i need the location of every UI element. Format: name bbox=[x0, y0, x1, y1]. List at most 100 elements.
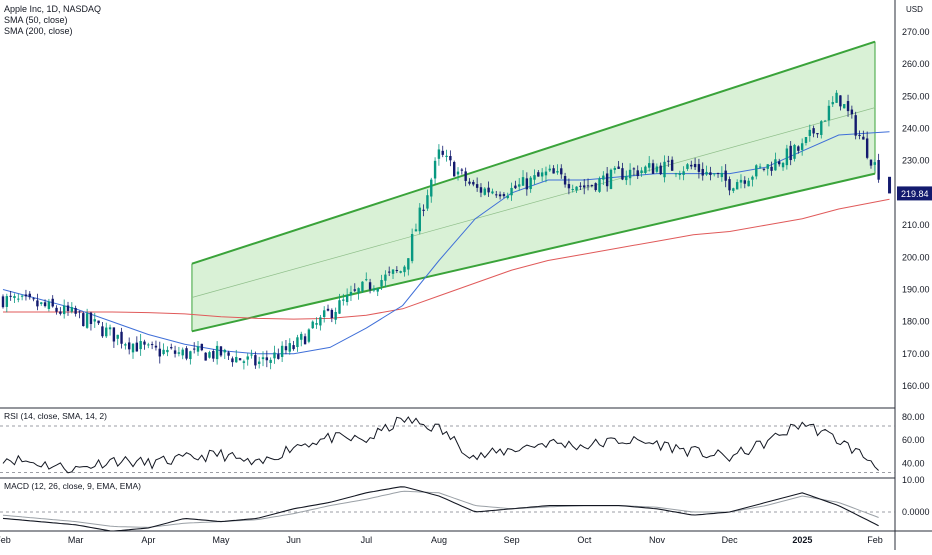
candle-body bbox=[502, 194, 506, 197]
candle-body bbox=[560, 168, 563, 175]
candle-body bbox=[583, 185, 586, 188]
price-tick-label: 240.00 bbox=[902, 124, 930, 134]
candle-body bbox=[625, 176, 628, 181]
candle-body bbox=[648, 163, 651, 168]
candle-body bbox=[865, 138, 869, 158]
candle-body bbox=[13, 296, 16, 299]
candle-body bbox=[850, 109, 854, 115]
candle-body bbox=[280, 345, 284, 357]
candle-body bbox=[518, 184, 521, 187]
candle-body bbox=[598, 178, 601, 192]
candle-body bbox=[808, 129, 812, 136]
candle-body bbox=[468, 181, 471, 184]
candle-body bbox=[166, 349, 169, 353]
candle-body bbox=[781, 162, 785, 168]
candle-body bbox=[28, 293, 31, 298]
candle-body bbox=[670, 159, 674, 171]
sma200-line bbox=[3, 198, 890, 320]
candle-body bbox=[24, 294, 28, 297]
candle-body bbox=[659, 165, 662, 175]
candle-body bbox=[147, 344, 150, 346]
candle-body bbox=[246, 356, 249, 360]
candle-body bbox=[483, 188, 486, 195]
candle-body bbox=[391, 269, 395, 274]
candle-body bbox=[460, 169, 464, 171]
candle-body bbox=[655, 166, 659, 172]
candle-body bbox=[800, 143, 804, 150]
candle-body bbox=[426, 195, 429, 209]
time-tick-label: Dec bbox=[722, 535, 739, 545]
candle-body bbox=[342, 299, 345, 301]
candle-body bbox=[131, 343, 135, 353]
candle-body bbox=[261, 357, 265, 360]
time-tick-label: Jul bbox=[361, 535, 373, 545]
rsi-tick-label: 60.00 bbox=[902, 435, 925, 445]
rsi-line bbox=[2, 416, 879, 474]
time-tick-label: Feb bbox=[867, 535, 883, 545]
candle-body bbox=[514, 185, 517, 189]
last-candle bbox=[888, 176, 892, 194]
candle-body bbox=[361, 281, 364, 292]
candle-body bbox=[269, 359, 272, 363]
candle-body bbox=[682, 171, 685, 175]
candle-body bbox=[97, 320, 100, 324]
candle-body bbox=[410, 233, 414, 262]
candle-body bbox=[705, 171, 708, 175]
candle-body bbox=[793, 144, 796, 159]
candle-body bbox=[846, 101, 850, 112]
candle-body bbox=[835, 92, 838, 103]
candle-body bbox=[590, 184, 594, 186]
candle-body bbox=[571, 189, 574, 191]
candle-body bbox=[628, 169, 632, 179]
time-tick-label: May bbox=[212, 535, 230, 545]
candle-body bbox=[839, 95, 842, 107]
candle-body bbox=[472, 181, 475, 185]
candle-body bbox=[755, 165, 758, 177]
candle-body bbox=[724, 170, 727, 181]
candle-body bbox=[804, 137, 808, 144]
candle-body bbox=[250, 354, 253, 356]
candle-body bbox=[55, 307, 58, 312]
candle-body bbox=[640, 170, 643, 173]
candle-body bbox=[456, 171, 460, 175]
candle-body bbox=[365, 279, 368, 281]
chart-title: Apple Inc, 1D, NASDAQ bbox=[4, 4, 102, 14]
price-tick-label: 160.00 bbox=[902, 381, 930, 391]
candle-body bbox=[219, 346, 223, 356]
candle-body bbox=[686, 164, 689, 169]
candle-body bbox=[762, 168, 766, 170]
candle-body bbox=[334, 311, 337, 320]
candle-body bbox=[403, 266, 406, 273]
candle-body bbox=[609, 169, 613, 189]
candle-body bbox=[177, 352, 181, 354]
candle-body bbox=[831, 102, 834, 105]
candle-body bbox=[632, 168, 636, 170]
candle-body bbox=[288, 343, 291, 352]
candle-body bbox=[135, 342, 139, 352]
candle-body bbox=[862, 136, 865, 140]
candle-body bbox=[663, 161, 666, 178]
candle-body bbox=[498, 194, 502, 197]
candle-body bbox=[40, 302, 43, 304]
candle-body bbox=[621, 168, 624, 180]
candle-body bbox=[823, 120, 827, 122]
candle-body bbox=[376, 288, 379, 292]
candle-body bbox=[414, 229, 418, 232]
candle-body bbox=[227, 352, 230, 356]
price-tick-label: 230.00 bbox=[902, 156, 930, 166]
candle-body bbox=[322, 310, 326, 318]
candle-body bbox=[85, 313, 89, 328]
candle-body bbox=[552, 168, 555, 174]
candle-body bbox=[540, 172, 544, 177]
candle-body bbox=[384, 274, 387, 281]
price-tick-label: 170.00 bbox=[902, 349, 930, 359]
candle-body bbox=[265, 357, 269, 361]
candle-body bbox=[491, 191, 494, 194]
candle-body bbox=[716, 172, 720, 174]
candle-body bbox=[47, 301, 51, 309]
candle-body bbox=[143, 341, 146, 345]
candle-body bbox=[372, 288, 376, 291]
candle-body bbox=[32, 298, 35, 300]
candle-body bbox=[789, 145, 792, 161]
